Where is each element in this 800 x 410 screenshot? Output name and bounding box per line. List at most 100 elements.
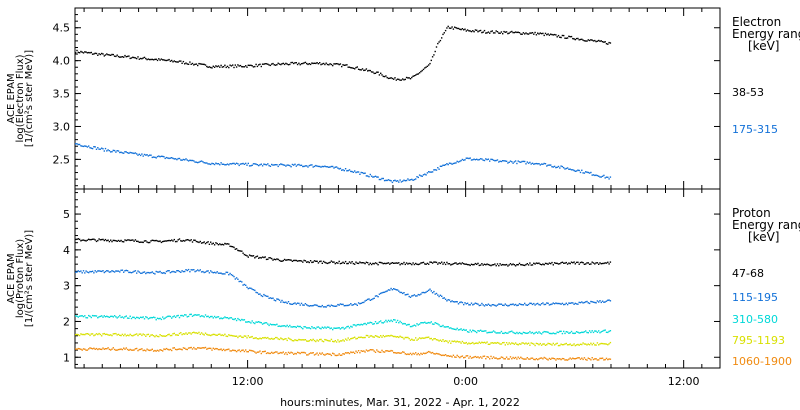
data-point bbox=[507, 332, 509, 334]
data-point bbox=[162, 240, 164, 243]
data-point bbox=[435, 292, 438, 295]
data-point bbox=[351, 337, 353, 340]
data-point bbox=[164, 240, 166, 242]
data-point bbox=[489, 304, 491, 306]
data-point bbox=[472, 341, 474, 344]
data-point bbox=[400, 336, 403, 338]
data-point bbox=[527, 162, 530, 164]
legend-unit: [keV] bbox=[748, 230, 779, 244]
data-point bbox=[234, 335, 236, 337]
data-point bbox=[187, 268, 190, 271]
data-point bbox=[110, 334, 112, 336]
data-point bbox=[511, 303, 513, 306]
data-point bbox=[95, 148, 98, 150]
data-point bbox=[485, 32, 487, 34]
data-point bbox=[113, 55, 116, 57]
data-point bbox=[274, 324, 277, 326]
data-point bbox=[82, 145, 85, 148]
data-point bbox=[539, 164, 541, 166]
data-point bbox=[177, 348, 179, 350]
data-point bbox=[426, 172, 429, 174]
data-point bbox=[521, 264, 523, 266]
data-point bbox=[351, 67, 353, 69]
data-point bbox=[203, 63, 205, 66]
data-point bbox=[473, 263, 475, 266]
data-point bbox=[339, 303, 342, 305]
data-point bbox=[177, 314, 179, 317]
data-point bbox=[322, 260, 325, 263]
data-point bbox=[258, 321, 260, 323]
data-point bbox=[287, 164, 290, 166]
data-point bbox=[185, 314, 187, 316]
data-point bbox=[220, 272, 222, 274]
data-point bbox=[437, 323, 439, 325]
data-point bbox=[335, 63, 338, 65]
data-point bbox=[294, 339, 296, 341]
data-point bbox=[399, 352, 401, 354]
data-point bbox=[455, 27, 457, 29]
data-point bbox=[483, 341, 486, 344]
data-point bbox=[607, 176, 609, 178]
data-point bbox=[381, 177, 383, 180]
data-point bbox=[370, 71, 373, 73]
data-point bbox=[413, 339, 416, 341]
data-point bbox=[429, 351, 431, 353]
data-point bbox=[286, 164, 288, 166]
data-point bbox=[143, 318, 146, 320]
data-point bbox=[526, 332, 528, 334]
data-point bbox=[592, 301, 595, 303]
data-point bbox=[224, 333, 226, 335]
data-point bbox=[296, 260, 299, 262]
data-point bbox=[418, 263, 421, 265]
data-point bbox=[172, 240, 174, 242]
data-point bbox=[389, 335, 391, 337]
data-point bbox=[149, 335, 151, 338]
data-point bbox=[531, 264, 534, 266]
data-point bbox=[609, 341, 612, 344]
data-point bbox=[344, 352, 347, 354]
data-point bbox=[605, 331, 608, 333]
data-point bbox=[512, 31, 514, 34]
data-point bbox=[396, 352, 399, 354]
data-point bbox=[99, 270, 102, 272]
data-point bbox=[80, 240, 82, 242]
data-point bbox=[418, 323, 421, 325]
data-point bbox=[222, 244, 225, 246]
data-point bbox=[230, 245, 233, 248]
data-point bbox=[124, 333, 126, 335]
data-point bbox=[376, 322, 378, 325]
data-point bbox=[393, 262, 395, 264]
data-point bbox=[499, 160, 501, 162]
data-point bbox=[378, 178, 381, 181]
data-point bbox=[298, 325, 300, 328]
data-point bbox=[173, 315, 175, 317]
data-point bbox=[604, 358, 606, 361]
data-point bbox=[550, 262, 552, 265]
data-point bbox=[315, 62, 317, 65]
data-point bbox=[309, 327, 312, 330]
data-point bbox=[90, 316, 92, 319]
data-point bbox=[516, 31, 518, 34]
data-point bbox=[169, 240, 172, 242]
data-point bbox=[97, 239, 99, 242]
data-point bbox=[269, 165, 272, 167]
data-point bbox=[289, 324, 291, 327]
data-point bbox=[276, 164, 278, 166]
data-point bbox=[404, 336, 406, 339]
data-point bbox=[224, 164, 226, 166]
data-point bbox=[374, 335, 377, 337]
data-point bbox=[133, 316, 135, 319]
data-point bbox=[256, 351, 259, 353]
data-point bbox=[134, 152, 137, 154]
data-point bbox=[568, 344, 570, 346]
data-point bbox=[517, 264, 519, 266]
data-point bbox=[156, 240, 159, 242]
data-point bbox=[177, 334, 179, 336]
data-point bbox=[374, 295, 377, 297]
data-point bbox=[146, 316, 148, 319]
data-point bbox=[441, 340, 443, 342]
data-point bbox=[537, 332, 539, 334]
data-point bbox=[609, 330, 612, 332]
data-point bbox=[296, 63, 299, 66]
data-point bbox=[599, 262, 601, 264]
